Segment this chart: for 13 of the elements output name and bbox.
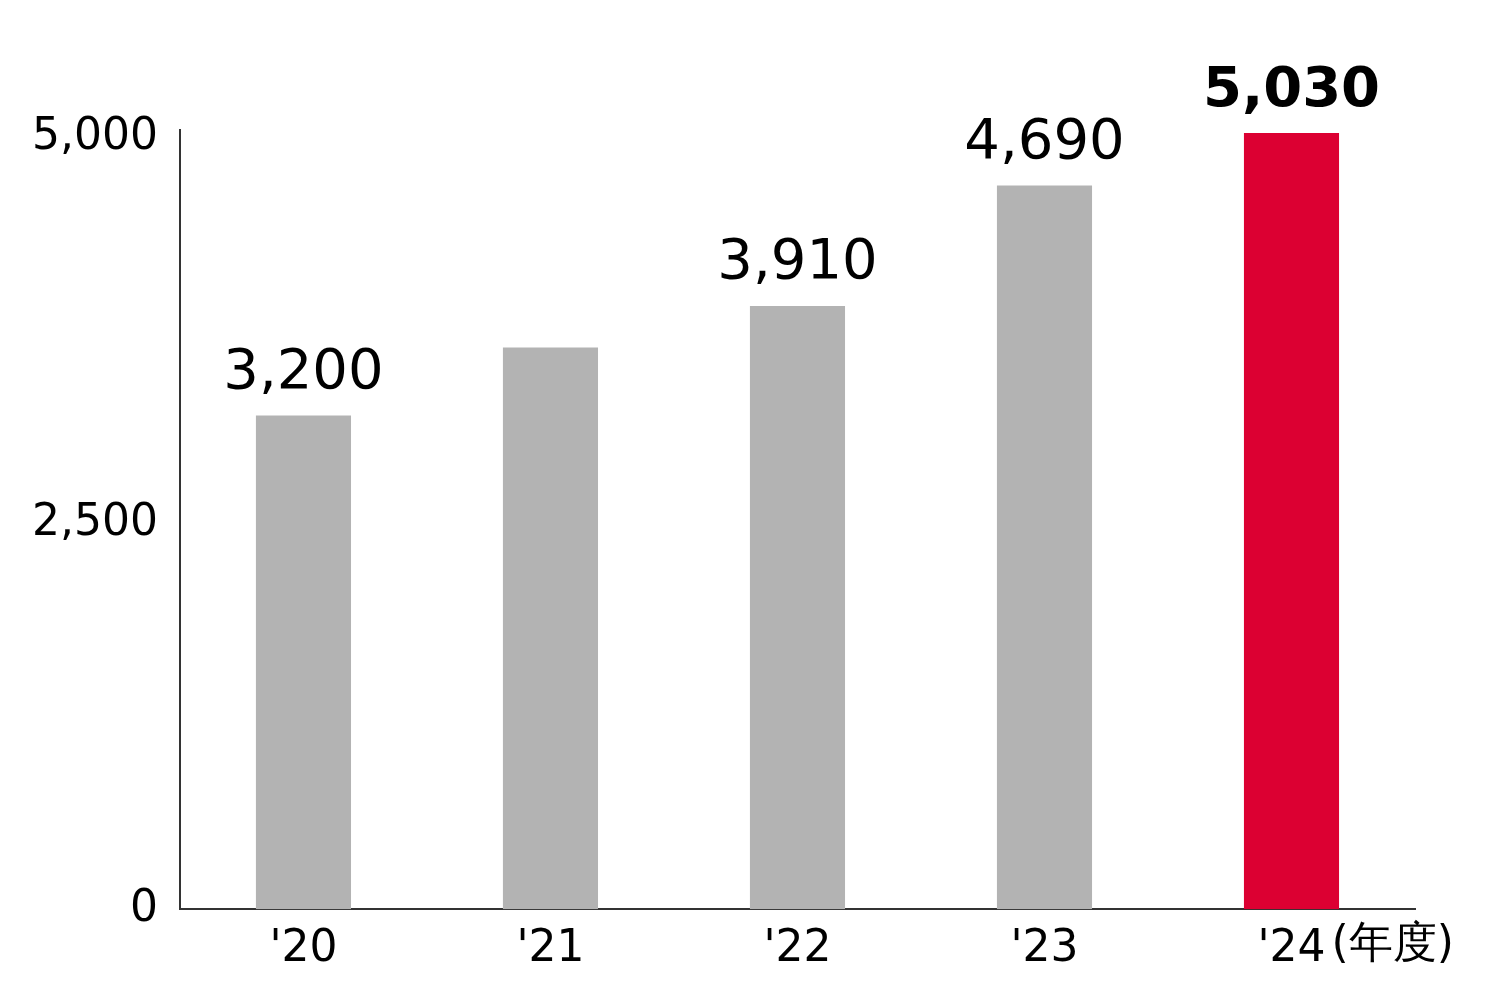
y-tick-label: 0 — [129, 879, 158, 931]
data-label: 4,690 — [964, 106, 1125, 172]
data-label: 3,200 — [223, 336, 384, 401]
data-label: 5,030 — [1202, 53, 1381, 119]
x-tick-label: '22 — [763, 920, 832, 972]
data-label: 3,910 — [717, 226, 878, 292]
x-tick-label: '23 — [1010, 920, 1079, 972]
y-tick-label: 2,500 — [31, 493, 158, 545]
x-tick-label: '21 — [516, 920, 585, 972]
y-tick-label: 5,000 — [31, 108, 158, 160]
x-tick-label: '20 — [269, 920, 338, 972]
x-tick-label: '24 — [1257, 920, 1326, 972]
x-axis-title: (年度) — [1331, 915, 1454, 967]
